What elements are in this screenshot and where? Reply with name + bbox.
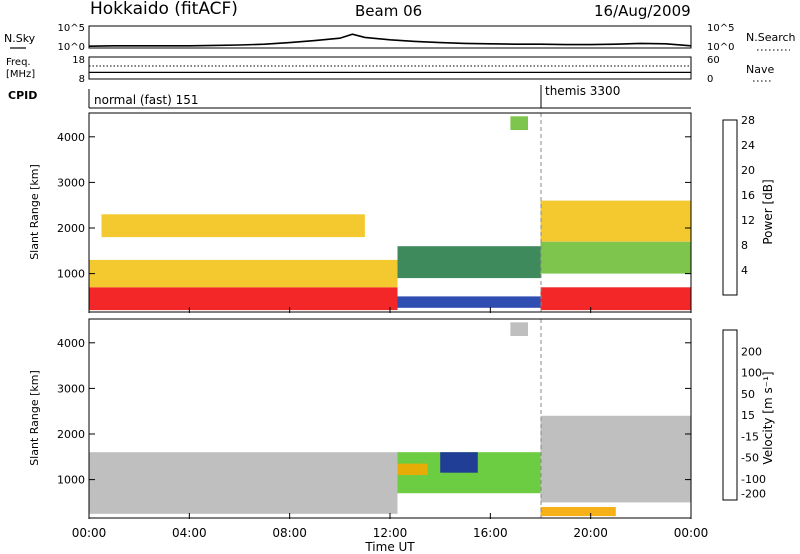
velocity-colorbar-tick: -15 — [741, 430, 759, 443]
velocity-region-3 — [397, 463, 428, 475]
velocity-ytick-label: 2000 — [57, 428, 85, 441]
nsearch-tick-bottom: 10^0 — [707, 42, 734, 53]
power-region-2 — [540, 287, 691, 311]
nsearch-tick-top: 10^5 — [707, 23, 734, 34]
freq-unit-label: [MHz] — [6, 69, 35, 80]
power-colorbar-tick: 16 — [741, 189, 755, 202]
date-label: 16/Aug/2009 — [594, 2, 691, 20]
nsky-series-line — [88, 33, 692, 47]
power-region-4 — [397, 246, 541, 279]
nave-label: Nave — [746, 63, 774, 76]
time-tick-label: 00:00 — [72, 526, 107, 540]
time-tick-label: 12:00 — [373, 526, 408, 540]
velocity-colorbar-tick: -200 — [741, 487, 766, 500]
nsearch-label: N.Search — [746, 31, 796, 44]
velocity-colorbar-tick: 50 — [741, 388, 755, 401]
power-colorbar-label: Power [dB] — [761, 179, 775, 244]
velocity-region-5 — [540, 507, 616, 517]
power-ytick-label: 1000 — [57, 268, 85, 281]
power-colorbar-tick: 8 — [741, 239, 748, 252]
nsky-tick-bottom: 10^0 — [58, 42, 85, 53]
velocity-yaxis-label: Slant Range [km] — [28, 370, 41, 466]
power-region-3 — [89, 259, 398, 288]
time-tick-label: 16:00 — [473, 526, 508, 540]
nave-tick-bottom: 0 — [707, 74, 713, 85]
power-region-7 — [540, 200, 691, 242]
time-axis-label: Time UT — [364, 540, 415, 554]
cpid-label: CPID — [8, 89, 37, 102]
velocity-data — [89, 322, 691, 517]
radar-title: Hokkaido (fitACF) — [90, 0, 238, 19]
power-region-6 — [101, 214, 365, 238]
power-ytick-label: 3000 — [57, 176, 85, 189]
nsky-tick-top: 10^5 — [58, 23, 85, 34]
velocity-colorbar-tick: 15 — [741, 409, 755, 422]
power-colorbar-tick: 12 — [741, 214, 755, 227]
velocity-colorbar: 200 100 50 15 -15 -50 -100-200 — [722, 329, 766, 501]
cpid-panel: CPID normal (fast) 151 themis 3300 — [8, 84, 691, 109]
velocity-panel: 1000 2000 3000 4000 Slant Range [km] — [28, 318, 692, 519]
velocity-colorbar-label: Velocity [m s⁻¹] — [761, 371, 775, 464]
power-colorbar: 4 8 12 16 20 24 28 — [722, 114, 755, 296]
freq-tick-bottom: 8 — [79, 74, 85, 85]
freq-label: Freq. — [6, 57, 31, 68]
power-colorbar-tick: 4 — [741, 264, 748, 277]
beam-label: Beam 06 — [355, 2, 422, 20]
power-ytick-label: 4000 — [57, 131, 85, 144]
time-tick-label: 20:00 — [573, 526, 608, 540]
freq-panel: Freq. [MHz] 18 8 60 0 Nave — [6, 55, 774, 85]
velocity-region-0 — [89, 452, 398, 514]
cpid-program-2: themis 3300 — [545, 84, 620, 98]
time-axis: 00:00 04:00 08:00 12:00 16:00 20:00 00:00 — [72, 307, 709, 540]
power-region-0 — [89, 287, 398, 311]
velocity-ytick-label: 1000 — [57, 474, 85, 487]
velocity-ytick-label: 3000 — [57, 382, 85, 395]
nsky-panel: N.Sky 10^5 10^0 10^5 10^0 N.Search — [4, 23, 796, 53]
velocity-colorbar-tick: -50 — [741, 452, 759, 465]
velocity-colorbar-tick: 200 — [741, 345, 762, 358]
power-region-8 — [510, 116, 528, 130]
power-colorbar-tick: 24 — [741, 139, 755, 152]
power-colorbar-tick: 20 — [741, 164, 755, 177]
power-data — [89, 116, 691, 311]
velocity-colorbar-tick: 100 — [741, 367, 762, 380]
power-panel: 1000 2000 3000 4000 Slant Range [km] — [28, 112, 692, 313]
cpid-program-1: normal (fast) 151 — [94, 93, 198, 107]
velocity-region-2 — [440, 452, 478, 473]
time-tick-label: 08:00 — [272, 526, 307, 540]
nsky-label: N.Sky — [4, 32, 36, 45]
time-tick-label: 00:00 — [674, 526, 709, 540]
nave-tick-top: 60 — [707, 55, 720, 66]
velocity-region-4 — [540, 415, 691, 503]
power-region-5 — [540, 241, 691, 274]
power-colorbar-tick: 28 — [741, 114, 755, 127]
time-tick-label: 04:00 — [172, 526, 207, 540]
velocity-colorbar-tick: -100 — [741, 473, 766, 486]
velocity-ytick-label: 4000 — [57, 337, 85, 350]
velocity-region-6 — [510, 322, 528, 336]
power-yaxis-label: Slant Range [km] — [28, 164, 41, 260]
power-ytick-label: 2000 — [57, 222, 85, 235]
freq-tick-top: 18 — [72, 55, 85, 66]
power-region-1 — [397, 296, 541, 308]
